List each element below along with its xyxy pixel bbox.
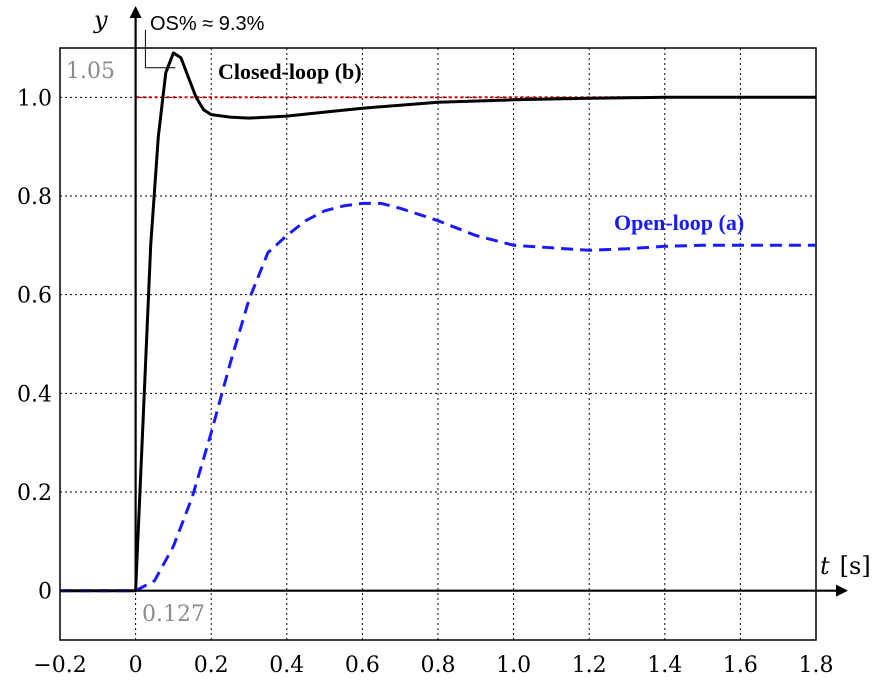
x-tick-label: 0.4 [269, 653, 304, 678]
closed-loop-label: Closed-loop (b) [218, 59, 362, 84]
y-tick-label: 0.8 [17, 185, 52, 210]
x-tick-label: −0.2 [33, 653, 86, 678]
x-tick-label: 0.8 [421, 653, 456, 678]
axes [60, 6, 848, 597]
open-loop-line [60, 201, 816, 593]
x-tick-label: 1.8 [799, 653, 834, 678]
tick-labels: −0.2 0 0.2 0.4 0.6 0.8 1.0 1.2 1.4 1.6 1.8 0 0.2 0.4 0… [17, 86, 834, 678]
closed-loop-line [60, 51, 816, 593]
x-tick-label: 1.4 [647, 653, 682, 678]
x-tick-label: 1.2 [572, 653, 607, 678]
y-tick-label: 0 [38, 580, 52, 605]
time-marker-annotation: 0.127 [142, 602, 205, 627]
y-axis-label: y [93, 6, 108, 34]
overshoot-annotation: OS% ≈ 9.3% [150, 13, 265, 35]
x-axis-label: t [s] [820, 552, 871, 580]
x-axis-variable: t [820, 552, 830, 580]
y-tick-label: 1.0 [17, 86, 52, 111]
x-axis-unit: [s] [840, 552, 871, 580]
peak-value-annotation: 1.05 [66, 59, 115, 84]
y-tick-label: 0.6 [17, 284, 52, 309]
series-lines [60, 51, 816, 593]
grid-lines [60, 48, 816, 640]
x-tick-label: 0 [129, 653, 143, 678]
x-tick-label: 1.0 [496, 653, 531, 678]
x-tick-label: 0.6 [345, 653, 380, 678]
open-loop-label: Open-loop (a) [614, 210, 744, 235]
y-tick-label: 0.2 [17, 481, 52, 506]
x-tick-label: 0.2 [194, 653, 229, 678]
x-tick-label: 1.6 [723, 653, 758, 678]
y-tick-label: 0.4 [17, 382, 52, 407]
